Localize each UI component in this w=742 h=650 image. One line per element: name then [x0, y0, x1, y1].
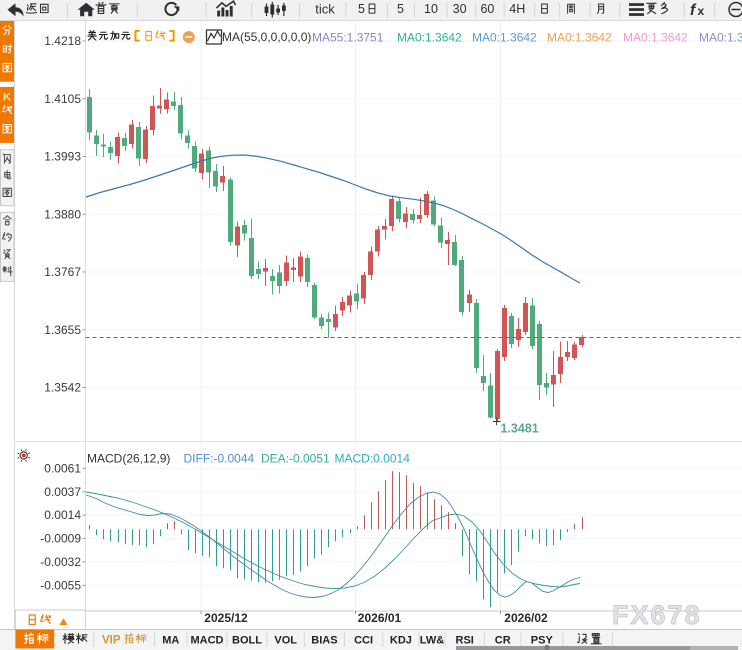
svg-text:5: 5: [397, 2, 404, 16]
svg-text:1.3481: 1.3481: [501, 422, 539, 436]
svg-text:-0.0032: -0.0032: [40, 555, 81, 569]
svg-text:1.4218: 1.4218: [44, 34, 81, 48]
svg-text:MA: MA: [162, 635, 179, 647]
svg-text:MA55:1.3751: MA55:1.3751: [312, 31, 384, 45]
svg-text:DIFF:-0.0044: DIFF:-0.0044: [184, 452, 255, 466]
svg-text:LW&: LW&: [420, 635, 444, 647]
svg-text:MA0:1.3642: MA0:1.3642: [397, 31, 462, 45]
svg-text:1.3767: 1.3767: [44, 265, 81, 279]
svg-text:K: K: [3, 92, 11, 104]
svg-text:x: x: [698, 4, 705, 18]
svg-text:BOLL: BOLL: [232, 635, 262, 647]
svg-text:60: 60: [480, 2, 494, 16]
svg-text:2026/01: 2026/01: [358, 611, 402, 625]
svg-text:1.4105: 1.4105: [44, 92, 81, 106]
svg-text:2026/02: 2026/02: [504, 611, 548, 625]
svg-text:MA0:1.3642: MA0:1.3642: [547, 31, 612, 45]
svg-text:10: 10: [424, 2, 438, 16]
svg-text:MACD:0.0014: MACD:0.0014: [335, 452, 411, 466]
svg-text:FX678: FX678: [612, 600, 702, 630]
svg-text:CCI: CCI: [354, 635, 373, 647]
svg-text:KDJ: KDJ: [390, 635, 412, 647]
svg-text:RSI: RSI: [456, 635, 474, 647]
svg-text:1.3880: 1.3880: [44, 207, 81, 221]
svg-text:f: f: [690, 2, 697, 19]
svg-text:tick: tick: [315, 1, 335, 16]
svg-text:1.3542: 1.3542: [44, 381, 81, 395]
svg-text:4H: 4H: [509, 2, 525, 16]
svg-text:DEA:-0.0051: DEA:-0.0051: [261, 452, 330, 466]
svg-text:0.0061: 0.0061: [44, 461, 81, 475]
svg-text:0.0037: 0.0037: [44, 485, 81, 499]
svg-text:-0.0009: -0.0009: [40, 532, 81, 546]
svg-text:MACD(26,12,9): MACD(26,12,9): [87, 452, 170, 466]
svg-text:1.3655: 1.3655: [44, 323, 81, 337]
svg-text:2025/12: 2025/12: [204, 611, 248, 625]
svg-text:-0.0055: -0.0055: [40, 578, 81, 592]
svg-text:5: 5: [358, 2, 365, 16]
svg-text:VIP: VIP: [102, 635, 121, 647]
svg-text:MA0:1.3642: MA0:1.3642: [472, 31, 537, 45]
svg-text:30: 30: [453, 2, 467, 16]
svg-text:MA(55,0,0,0,0,0): MA(55,0,0,0,0,0): [222, 30, 311, 44]
svg-text:MA0:1.3642: MA0:1.3642: [623, 31, 688, 45]
svg-text:PSY: PSY: [531, 635, 554, 647]
svg-text:MACD: MACD: [191, 635, 224, 647]
svg-text:CR: CR: [495, 635, 511, 647]
svg-text:VOL: VOL: [274, 635, 297, 647]
svg-text:1.3993: 1.3993: [44, 150, 81, 164]
svg-text:0.0014: 0.0014: [44, 508, 81, 522]
svg-text:BIAS: BIAS: [311, 635, 337, 647]
svg-text:MA0:1.3642: MA0:1.3642: [699, 31, 742, 45]
